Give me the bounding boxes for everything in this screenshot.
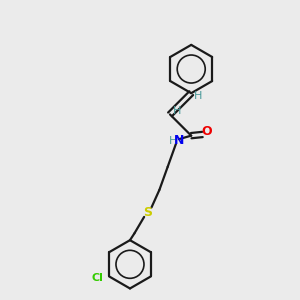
Text: H: H	[194, 91, 202, 101]
Text: H: H	[173, 106, 182, 116]
Text: N: N	[174, 134, 184, 147]
Text: H: H	[169, 136, 177, 146]
Text: S: S	[143, 206, 152, 219]
Text: Cl: Cl	[92, 273, 104, 283]
Text: O: O	[201, 125, 212, 138]
